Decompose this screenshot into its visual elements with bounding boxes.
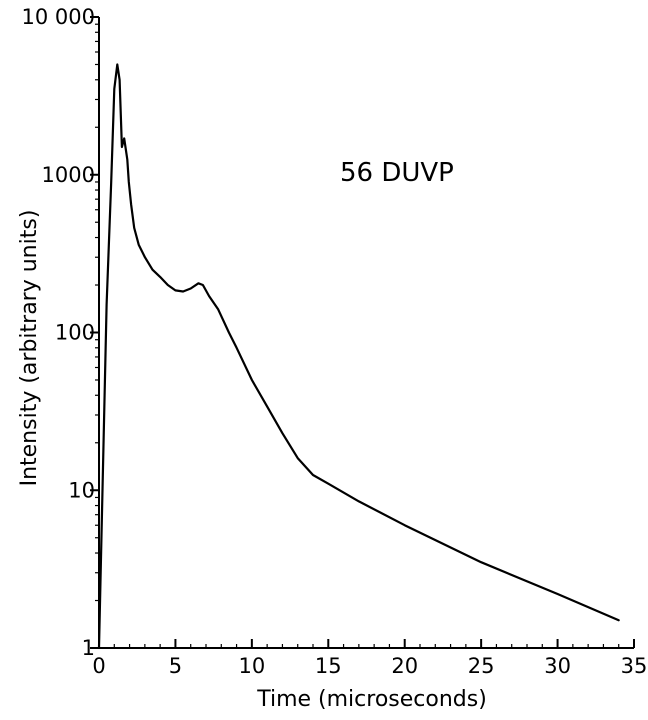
y-tick-label: 100 xyxy=(55,321,95,345)
x-tick-label: 20 xyxy=(391,654,418,678)
y-tick-label: 1 xyxy=(82,636,95,660)
chart-annotation: 56 DUVP xyxy=(340,158,454,188)
y-axis-title: Intensity (arbitrary units) xyxy=(17,210,42,487)
x-ticks: 0 5 10 15 20 25 30 35 xyxy=(92,639,647,678)
x-tick-label: 5 xyxy=(169,654,182,678)
y-tick-label: 10 xyxy=(68,478,95,502)
x-tick-label: 25 xyxy=(468,654,495,678)
series-line xyxy=(97,63,620,650)
x-tick-label: 10 xyxy=(238,654,265,678)
y-tick-label: 10 000 xyxy=(22,5,95,29)
x-tick-label: 30 xyxy=(544,654,571,678)
x-tick-label: 35 xyxy=(621,654,648,678)
x-tick-label: 15 xyxy=(315,654,342,678)
axes xyxy=(98,17,634,649)
y-ticks: 1 10 100 1000 10 000 xyxy=(22,5,99,660)
x-axis-title: Time (microseconds) xyxy=(256,687,487,712)
x-tick-label: 0 xyxy=(92,654,105,678)
y-tick-label: 1000 xyxy=(42,163,95,187)
